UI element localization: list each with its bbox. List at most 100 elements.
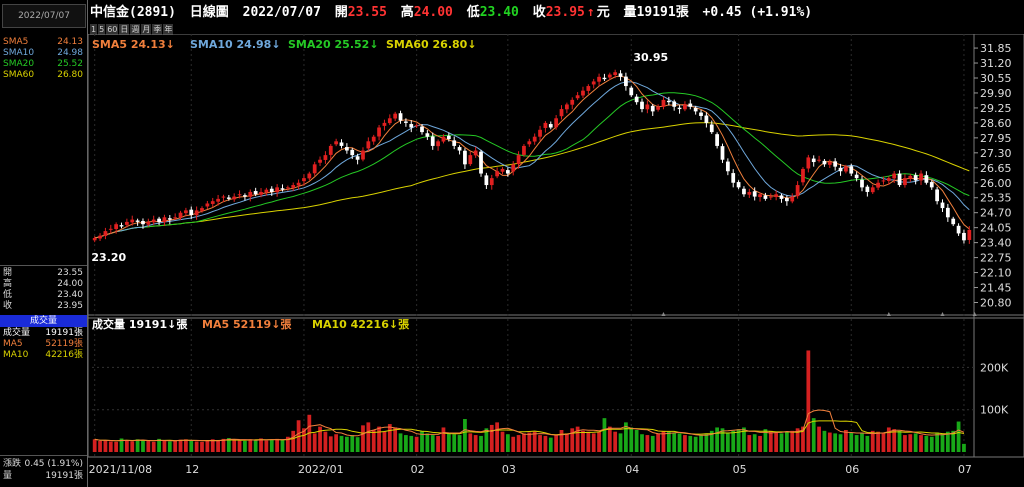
timeframe-button[interactable]: 年 [163,24,174,35]
candle-body [157,218,161,222]
volume-bar [613,431,618,452]
volume-bar [366,422,371,452]
volume-bar [624,422,628,452]
price-tick-label: 26.65 [980,162,1012,175]
volume-bar [189,440,194,452]
volume-bar [575,426,580,452]
date-tick-label: 02 [411,463,425,476]
candle-body [602,77,607,80]
timeframe-button[interactable]: 1 [90,24,98,35]
candle-body [591,81,596,85]
side-ohlc-label: 高 [3,279,13,289]
price-tick-label: 30.55 [980,72,1012,85]
volume-bar [565,433,569,452]
price-tick-label: 26.00 [980,177,1012,190]
candle-body [817,159,821,161]
candle-body [167,218,172,220]
side-sma-value: 25.52 [57,59,83,69]
candle-body [774,194,779,198]
candle-body [908,175,913,179]
timeframe-button[interactable]: 月 [141,24,152,35]
candle-body [457,147,462,151]
volume-bar [817,426,821,452]
timeframe-button[interactable]: 60 [106,24,119,35]
side-vol-label: MA10 [3,350,29,360]
timeframe-button[interactable]: 日 [119,24,130,35]
candle-body [452,140,457,146]
candle-body [505,170,510,174]
volume-bar [414,436,419,452]
date-tick-label: 06 [845,463,859,476]
volume-bar [479,435,483,452]
candle-body [613,72,618,75]
volume-bar [173,441,178,452]
volume-bar [489,424,494,452]
volume-bar [114,441,119,452]
side-vol-row: MA10 42216張 [3,350,83,361]
candle-body [382,122,387,126]
candle-body [473,150,478,156]
side-sma-label: SMA20 [3,59,35,69]
volume-bar [291,430,296,452]
candle-body [312,164,317,174]
volume-bar [618,433,623,452]
candle-body [430,136,435,146]
volume-bar [167,441,172,452]
candle-body [291,185,296,188]
volume-bar [162,440,167,452]
timeframe-button[interactable]: 5 [98,24,106,35]
volume-bar [452,434,457,452]
volume-bar [581,430,585,452]
volume-bar [720,428,725,452]
volume-bar [801,426,805,452]
timeframe-button[interactable]: 週 [130,24,141,35]
candle-body [420,126,424,133]
volume-tick-label: 100K [980,404,1009,417]
candle-body [269,188,274,192]
candle-body [221,196,226,198]
volume-bar [661,430,666,452]
volume-bar [650,435,655,452]
candle-body [285,187,290,189]
volume-bar [285,436,290,452]
volume-bar [404,435,408,452]
candle-body [715,134,719,146]
volume-bar [328,436,333,452]
date-tick-label: 04 [625,463,639,476]
side-ohlc-row: 收 23.95 [3,301,83,312]
timeframe-selector: 1 5 60 日週月季年 [90,24,174,35]
volume-bar [522,433,526,452]
volume-bar [548,437,553,452]
volume-bar [736,429,741,452]
volume-bar [430,435,435,452]
candle-body [940,202,945,209]
candle-body [162,217,167,223]
candle-body [827,162,832,165]
volume-bar [146,441,151,452]
side-ohlc-row: 高 24.00 [3,279,83,290]
volume-legend-item: MA10 42216↓張 [312,318,410,331]
price-annotation: 23.20 [91,251,126,264]
timeframe-button[interactable]: 季 [152,24,163,35]
volume-bar [468,433,473,452]
volume-bar [559,430,564,452]
candle-body [548,124,553,128]
candle-body [446,135,451,140]
candle-body [543,122,548,128]
candle-body [725,161,730,172]
volume-bar [811,418,816,452]
vol-ma5-line [94,409,965,442]
volume-bar [226,438,231,452]
candle-body [125,221,129,225]
volume-bar [677,433,682,452]
volume-bar [913,433,918,452]
volume-bar [457,435,462,452]
price-tick-label: 25.35 [980,192,1012,205]
candle-body [688,103,693,107]
candle-body [350,149,355,156]
candle-body [951,218,956,225]
volume-bar [484,428,489,452]
candle-body [945,207,950,218]
volume-bar [940,433,945,452]
volume-bar [951,430,956,452]
